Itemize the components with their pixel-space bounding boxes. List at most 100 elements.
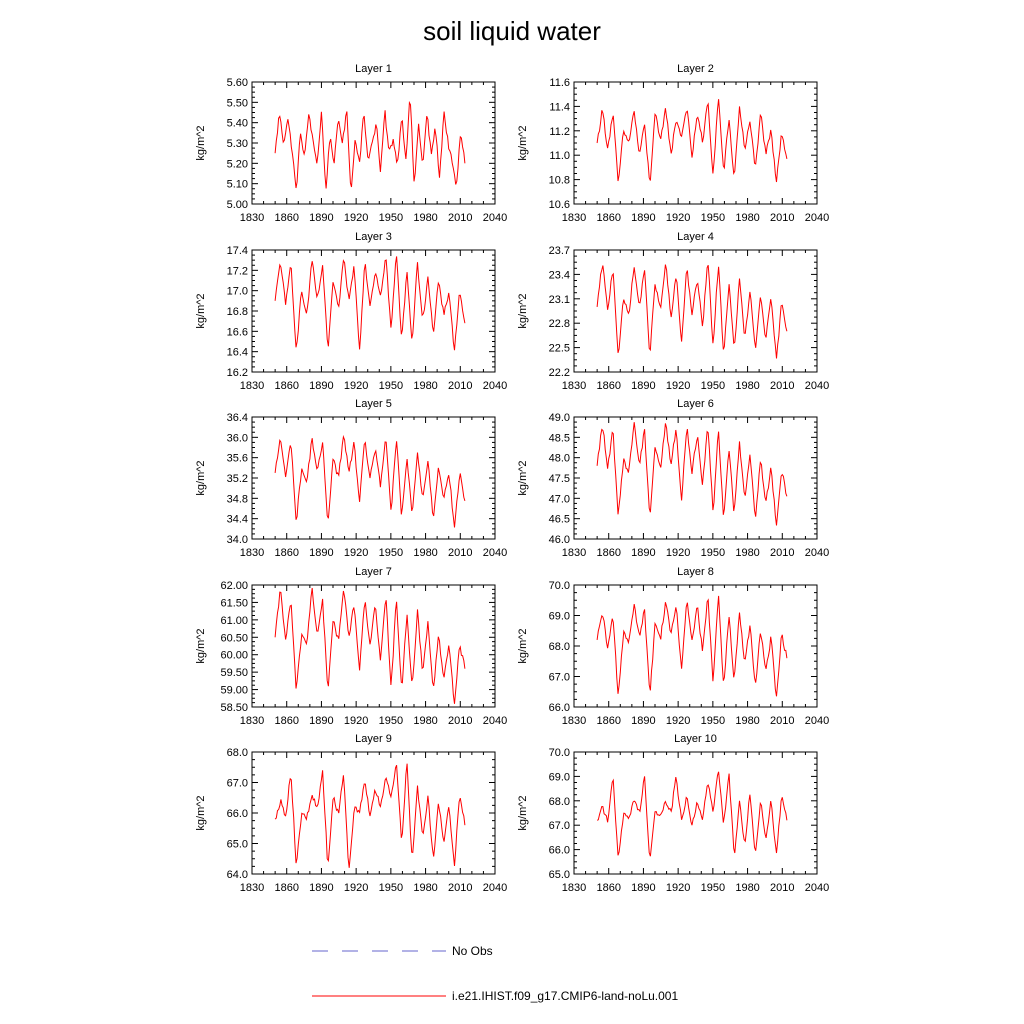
y-tick-label: 60.50 [220,632,248,644]
x-tick-label: 1890 [631,547,655,559]
series-line [274,434,466,528]
y-tick-label: 47.0 [549,493,570,505]
x-tick-label: 1950 [379,547,403,559]
y-tick-label: 22.8 [549,318,570,330]
x-tick-label: 1860 [274,547,298,559]
y-tick-label: 16.6 [227,326,248,338]
y-tick-label: 35.2 [227,473,248,485]
panel-title: Layer 3 [355,231,392,243]
series-line [596,99,788,183]
y-tick-label: 23.7 [549,245,570,257]
y-axis-label: kg/m^2 [195,628,207,663]
y-tick-label: 69.0 [549,771,570,783]
y-tick-label: 70.0 [549,747,570,759]
x-tick-label: 2040 [483,882,507,894]
y-tick-label: 10.6 [549,199,570,211]
series-line [274,256,466,351]
x-tick-label: 1920 [666,380,690,392]
x-tick-label: 1920 [344,715,368,727]
x-tick-label: 2040 [483,380,507,392]
x-tick-label: 2010 [770,715,794,727]
x-tick-label: 1950 [379,715,403,727]
y-tick-label: 48.0 [549,453,570,465]
x-tick-label: 1950 [701,715,725,727]
panel-layer-4: Layer 4 kg/m^2 1830 1860 1890 1920 1950 1980 201… [517,231,829,392]
x-tick-label: 1830 [240,380,264,392]
y-axis-label: kg/m^2 [517,293,529,328]
x-tick-label: 2010 [448,882,472,894]
x-tick-label: 1830 [562,715,586,727]
series-line [274,100,466,189]
x-tick-label: 1830 [562,212,586,224]
y-tick-label: 61.00 [220,615,248,627]
y-tick-label: 68.0 [549,796,570,808]
legend: No Obs i.e21.IHIST.f09_g17.CMIP6-land-no… [312,944,678,1003]
x-tick-label: 1980 [735,882,759,894]
panel-title: Layer 10 [674,733,717,745]
x-tick-label: 2010 [770,547,794,559]
panel-grid: Layer 1 kg/m^2 1830 1860 1890 1920 1950 1980 201… [195,63,829,894]
panel-title: Layer 5 [355,398,392,410]
panel-title: Layer 7 [355,566,392,578]
x-tick-label: 1830 [562,882,586,894]
y-tick-label: 16.8 [227,306,248,318]
y-tick-label: 22.2 [549,367,570,379]
series-line [596,422,788,526]
x-tick-label: 1890 [631,212,655,224]
panel-title: Layer 2 [677,63,714,75]
y-axis-label: kg/m^2 [517,795,529,830]
y-tick-label: 23.1 [549,294,570,306]
plot-frame [251,81,496,205]
x-tick-label: 1890 [309,547,333,559]
y-tick-label: 5.10 [227,179,248,191]
x-tick-label: 1980 [413,715,437,727]
x-tick-label: 1890 [631,882,655,894]
y-tick-label: 68.0 [227,747,248,759]
x-tick-label: 2040 [805,715,829,727]
x-tick-label: 1890 [631,715,655,727]
figure-title: soil liquid water [423,16,601,46]
y-tick-label: 65.0 [549,869,570,881]
x-tick-label: 1980 [413,212,437,224]
panel-title: Layer 6 [677,398,714,410]
x-tick-label: 1950 [379,380,403,392]
x-tick-label: 2040 [805,212,829,224]
x-tick-label: 2040 [483,715,507,727]
x-tick-label: 2010 [770,380,794,392]
x-tick-label: 1980 [413,380,437,392]
series-line [596,264,788,359]
x-tick-label: 1920 [344,882,368,894]
x-tick-label: 1890 [309,882,333,894]
y-tick-label: 67.0 [227,778,248,790]
y-tick-label: 62.00 [220,580,248,592]
y-tick-label: 66.0 [227,808,248,820]
y-tick-label: 64.0 [227,869,248,881]
series-line [596,771,788,857]
x-tick-label: 1980 [735,212,759,224]
y-tick-label: 5.50 [227,97,248,109]
y-tick-label: 23.4 [549,269,570,281]
legend-label-model: i.e21.IHIST.f09_g17.CMIP6-land-noLu.001 [452,989,678,1003]
x-tick-label: 1920 [666,715,690,727]
panel-layer-2: Layer 2 kg/m^2 1830 1860 1890 1920 1950 1980 201… [517,63,829,224]
y-tick-label: 66.0 [549,702,570,714]
x-tick-label: 2040 [805,882,829,894]
panel-title: Layer 1 [355,63,392,75]
y-tick-label: 66.0 [549,845,570,857]
x-tick-label: 1830 [240,547,264,559]
x-tick-label: 1860 [596,547,620,559]
x-tick-label: 1980 [735,547,759,559]
y-axis-label: kg/m^2 [195,293,207,328]
y-tick-label: 67.0 [549,672,570,684]
series-line [596,595,788,697]
y-tick-label: 16.2 [227,367,248,379]
y-tick-label: 67.0 [549,820,570,832]
x-tick-label: 1860 [274,715,298,727]
panel-layer-10: Layer 10 kg/m^2 1830 1860 1890 1920 1950 1980 20… [517,733,829,894]
y-tick-label: 17.0 [227,286,248,298]
y-tick-label: 46.0 [549,534,570,546]
panel-layer-3: Layer 3 kg/m^2 1830 1860 1890 1920 1950 1980 201… [195,231,507,392]
y-tick-label: 5.30 [227,138,248,150]
x-tick-label: 1890 [631,380,655,392]
